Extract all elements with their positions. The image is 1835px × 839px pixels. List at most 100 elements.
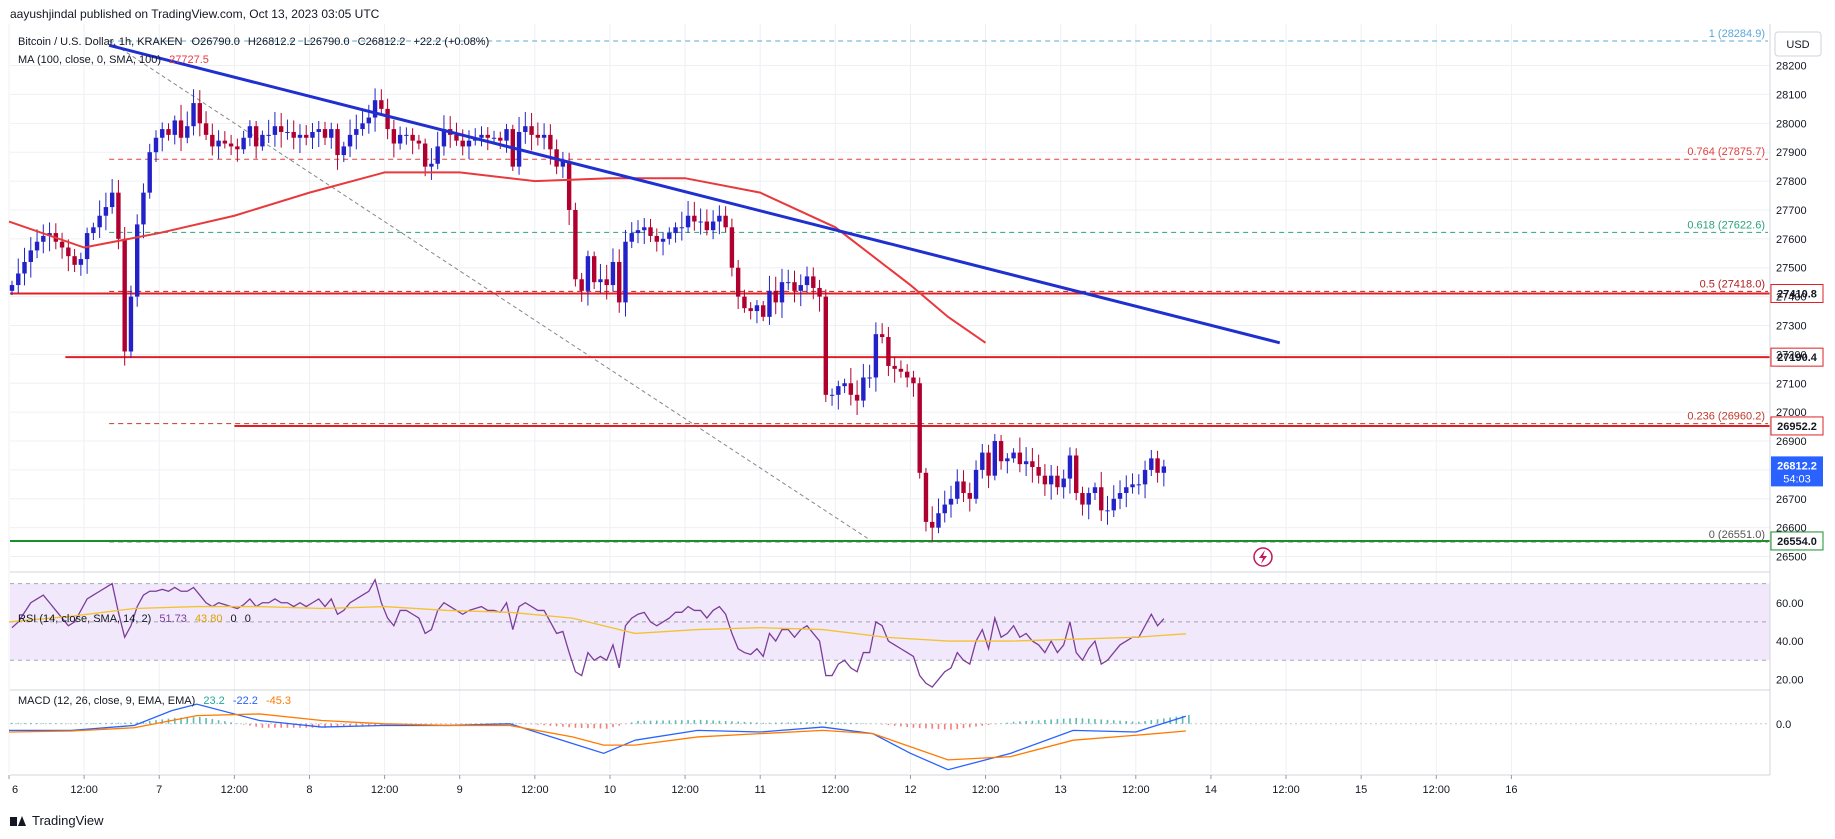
price-tick-label: 26900 xyxy=(1776,436,1807,448)
candle-body xyxy=(335,129,340,156)
candle-body xyxy=(961,481,966,494)
candle-body xyxy=(723,215,728,228)
price-tick-label: 26600 xyxy=(1776,523,1807,535)
fib-level-label: 0.764 (27875.7) xyxy=(1687,146,1765,158)
candle-body xyxy=(166,129,171,135)
candle-body xyxy=(917,383,922,473)
candle-body xyxy=(210,134,215,147)
candle-body xyxy=(591,256,597,283)
candle-body xyxy=(1142,469,1148,485)
rsi-tick-label: 40.00 xyxy=(1776,636,1804,648)
candle-body xyxy=(617,261,622,303)
candle-body xyxy=(1023,461,1029,465)
time-tick-label: 8 xyxy=(306,784,312,796)
candle-body xyxy=(923,472,929,522)
candle-body xyxy=(598,279,603,283)
candle-body xyxy=(454,134,459,141)
price-tick-label: 27200 xyxy=(1776,349,1807,361)
symbol-title: Bitcoin / U.S. Dollar, 1h, KRAKEN O26790… xyxy=(18,36,489,48)
candle-body xyxy=(804,276,810,286)
currency-button-frame[interactable] xyxy=(1774,31,1822,57)
fibonacci-retracement: 1 (28284.9) 0.764 (27875.7) 0.618 (27622.6… xyxy=(108,28,1768,543)
candle-body xyxy=(792,282,797,291)
candle-body xyxy=(72,256,77,265)
signal-line xyxy=(8,713,1186,761)
candle-body xyxy=(898,368,904,372)
candle-body xyxy=(59,241,65,248)
candle-body xyxy=(692,215,697,222)
candle-body xyxy=(679,227,685,229)
candle-body xyxy=(16,273,21,286)
candle-body xyxy=(698,221,703,223)
candle-body xyxy=(585,256,591,291)
candle-body xyxy=(817,287,822,297)
candle-body xyxy=(329,129,334,138)
candle-body xyxy=(1092,487,1098,494)
ohlc-high: H26812.2 xyxy=(248,36,296,48)
price-level-tag-label: 27410.8 xyxy=(1777,288,1817,300)
candle-body xyxy=(498,137,503,141)
candle-body xyxy=(22,261,27,274)
candle-body xyxy=(235,146,240,150)
macd-legend-value: -22.2 xyxy=(233,695,258,707)
candle-body xyxy=(34,241,40,251)
candle-body xyxy=(1061,478,1066,488)
candle-body xyxy=(1130,484,1135,488)
ohlc-low: L26790.0 xyxy=(304,36,350,48)
candle-body xyxy=(642,227,647,231)
price-tick-label: 26700 xyxy=(1776,494,1807,506)
candle-body xyxy=(379,100,384,109)
fib-level-label: 0.5 (27418.0) xyxy=(1700,278,1765,290)
currency-button[interactable]: USD xyxy=(1786,39,1809,51)
candle-body xyxy=(285,131,290,133)
ohlc-change: +22.2 (+0.08%) xyxy=(413,36,489,48)
rsi-tick-label: 20.00 xyxy=(1776,674,1804,686)
time-tick-label: 16 xyxy=(1505,784,1517,796)
lightning-icon[interactable] xyxy=(1253,547,1273,567)
macd-legend: MACD (12, 26, close, 9, EMA, EMA) 23.2 -… xyxy=(18,695,291,707)
candle-body xyxy=(1011,452,1016,459)
candle-body xyxy=(798,285,803,291)
candle-body xyxy=(78,259,84,265)
candle-body xyxy=(729,227,735,268)
candle-body xyxy=(122,238,127,352)
candle-body xyxy=(429,163,434,167)
price-level-tag-label: 27190.4 xyxy=(1777,352,1818,364)
candle-body xyxy=(673,227,678,234)
tradingview-brand: TradingView xyxy=(32,813,104,828)
candle-body xyxy=(441,129,447,147)
publisher-line: aayushjindal published on TradingView.co… xyxy=(10,7,380,21)
candle-body xyxy=(998,441,1004,462)
candle-body xyxy=(479,134,484,138)
candle-body xyxy=(879,334,885,338)
rsi-legend-label: RSI (14, close, SMA, 14, 2) xyxy=(18,613,151,625)
moving-average-line xyxy=(8,171,987,344)
candle-body xyxy=(629,233,634,242)
candle-body xyxy=(786,282,791,284)
macd-pane: 0.0 xyxy=(8,703,1791,771)
candle-body xyxy=(278,126,284,132)
time-tick-label: 14 xyxy=(1205,784,1217,796)
fib-level-label: 0.618 (27622.6) xyxy=(1687,219,1765,231)
candle-body xyxy=(892,365,897,369)
candle-body xyxy=(1048,475,1054,485)
rsi-line xyxy=(11,578,1165,688)
candle-body xyxy=(886,337,891,366)
candle-body xyxy=(704,221,710,231)
macd-hist-legend-value: 23.2 xyxy=(203,695,224,707)
candle-body xyxy=(316,129,321,132)
candle-body xyxy=(247,126,253,138)
candle-body xyxy=(1080,493,1085,505)
candle-body xyxy=(341,146,346,156)
rsi-pane: 20.00 40.00 60.00 xyxy=(8,578,1804,688)
symbol-name: Bitcoin / U.S. Dollar, 1h, KRAKEN xyxy=(18,36,183,48)
candle-body xyxy=(1030,461,1035,468)
ma-legend-label: MA (100, close, 0, SMA, 100) xyxy=(18,54,161,66)
candle-body xyxy=(241,137,246,150)
ma-100-line xyxy=(8,171,987,344)
time-tick-label: 15 xyxy=(1355,784,1367,796)
candle-body xyxy=(347,134,353,147)
candlesticks xyxy=(9,88,1167,541)
candle-body xyxy=(648,227,653,236)
